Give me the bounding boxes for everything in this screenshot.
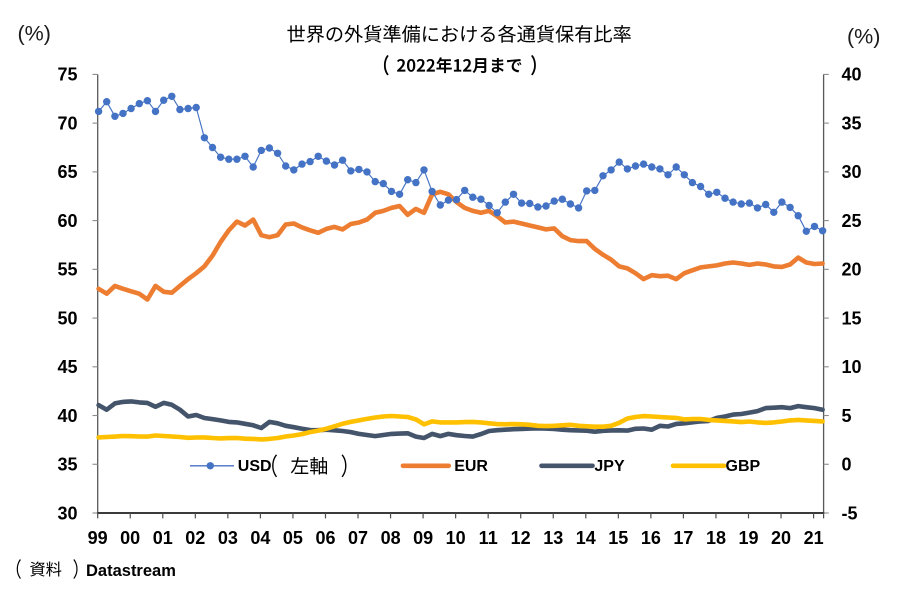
svg-text:08: 08 xyxy=(381,528,401,548)
svg-text:15: 15 xyxy=(608,528,628,548)
svg-text:JPY: JPY xyxy=(594,458,625,475)
svg-text:55: 55 xyxy=(57,260,77,280)
svg-text:99: 99 xyxy=(88,528,108,548)
svg-text:18: 18 xyxy=(706,528,726,548)
svg-text:GBP: GBP xyxy=(726,458,761,475)
svg-text:USD: USD xyxy=(238,458,272,475)
svg-text:21: 21 xyxy=(804,528,824,548)
svg-text:12: 12 xyxy=(511,528,531,548)
svg-text:75: 75 xyxy=(57,65,77,85)
svg-text:11: 11 xyxy=(479,528,498,548)
svg-text:50: 50 xyxy=(57,308,77,328)
svg-text:60: 60 xyxy=(57,211,77,231)
svg-text:01: 01 xyxy=(153,528,173,548)
svg-text:EUR: EUR xyxy=(454,458,488,475)
svg-text:Datastream: Datastream xyxy=(86,562,176,580)
svg-text:40: 40 xyxy=(57,406,77,426)
svg-text:-5: -5 xyxy=(842,503,858,523)
svg-text:14: 14 xyxy=(576,528,596,548)
svg-text:04: 04 xyxy=(250,528,270,548)
svg-text:20: 20 xyxy=(771,528,791,548)
svg-text:35: 35 xyxy=(57,455,77,475)
svg-text:10: 10 xyxy=(842,357,862,377)
svg-text:30: 30 xyxy=(57,503,77,523)
svg-text:70: 70 xyxy=(57,113,77,133)
svg-text:5: 5 xyxy=(842,406,852,426)
svg-text:15: 15 xyxy=(842,308,862,328)
svg-text:20: 20 xyxy=(842,260,862,280)
svg-text:0: 0 xyxy=(842,455,852,475)
svg-text:35: 35 xyxy=(842,113,862,133)
svg-text:(%): (%) xyxy=(847,24,880,48)
svg-text:13: 13 xyxy=(543,528,563,548)
svg-text:45: 45 xyxy=(57,357,77,377)
svg-text:40: 40 xyxy=(842,65,862,85)
svg-text:(%): (%) xyxy=(18,21,51,45)
svg-text:09: 09 xyxy=(413,528,433,548)
svg-text:05: 05 xyxy=(283,528,303,548)
svg-text:30: 30 xyxy=(842,162,862,182)
svg-text:02: 02 xyxy=(185,528,205,548)
svg-text:65: 65 xyxy=(57,162,77,182)
svg-text:07: 07 xyxy=(348,528,368,548)
svg-text:10: 10 xyxy=(446,528,466,548)
svg-text:00: 00 xyxy=(120,528,140,548)
svg-text:03: 03 xyxy=(218,528,238,548)
svg-text:25: 25 xyxy=(842,211,862,231)
svg-text:06: 06 xyxy=(315,528,335,548)
svg-text:16: 16 xyxy=(641,528,661,548)
svg-text:17: 17 xyxy=(673,528,693,548)
svg-text:19: 19 xyxy=(738,528,758,548)
